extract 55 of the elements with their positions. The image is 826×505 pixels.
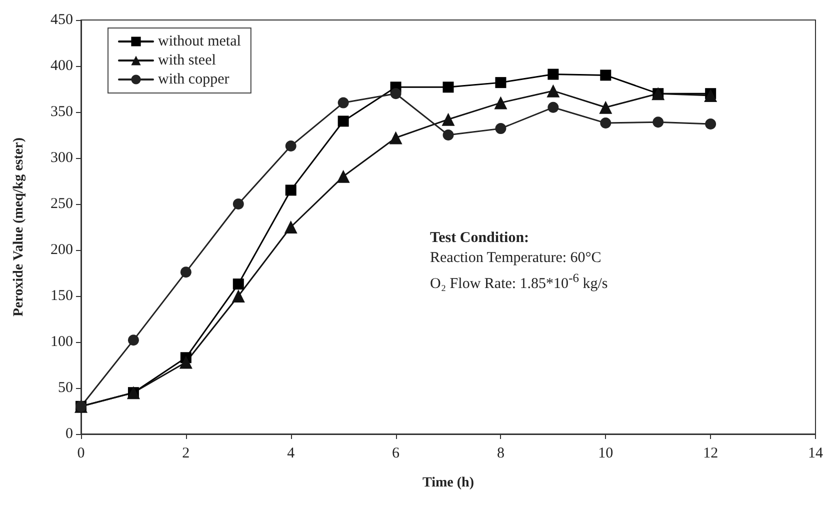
y-tick-label: 300 — [50, 150, 73, 166]
x-tick-label: 4 — [287, 446, 296, 462]
x-tick-label: 12 — [703, 446, 718, 462]
point — [705, 118, 716, 130]
annotation: Reaction Temperature: 60°C — [430, 249, 602, 268]
point — [232, 278, 244, 290]
x-tick-label: 2 — [182, 446, 190, 462]
x-tick-label: 8 — [496, 446, 504, 462]
point — [494, 96, 508, 110]
point — [338, 116, 349, 127]
y-tick-label: 200 — [50, 242, 73, 258]
x-axis-title: Time (h) — [422, 476, 474, 490]
point — [338, 97, 349, 108]
point — [128, 334, 139, 346]
y-tick-label: 450 — [50, 12, 73, 28]
y-tick-label: 250 — [50, 196, 73, 212]
point — [285, 140, 296, 152]
annotation: O₂ Flow Rate: 1.85*10$^{-6}$ kg/s — [430, 270, 608, 294]
x-tick-label: 6 — [392, 446, 400, 462]
legend-label: with steel — [158, 52, 216, 68]
x-tick-label: 0 — [77, 446, 85, 462]
point — [284, 220, 298, 234]
x-tick-label: 14 — [808, 446, 824, 462]
point — [336, 170, 350, 183]
point — [390, 88, 402, 100]
point — [495, 77, 506, 88]
y-axis-title: Peroxide Value (meq/kg ester) — [12, 137, 26, 316]
point — [285, 184, 296, 196]
y-tick-label: 100 — [50, 334, 73, 350]
point — [548, 102, 559, 113]
legend-label: without metal — [158, 34, 241, 50]
point — [442, 112, 455, 126]
point — [180, 266, 192, 278]
point — [600, 118, 612, 129]
point — [704, 88, 718, 102]
y-tick-label: 150 — [50, 288, 73, 304]
point — [495, 123, 506, 134]
point — [546, 84, 560, 98]
annotation: Test Condition: — [430, 229, 530, 248]
legend-label: with copper — [158, 72, 230, 88]
y-tick-label: 400 — [50, 58, 73, 74]
point — [599, 100, 612, 114]
point — [442, 130, 454, 140]
y-tick-label: 50 — [58, 380, 73, 396]
x-tick-label: 10 — [598, 446, 614, 462]
point — [548, 68, 559, 80]
point — [652, 116, 664, 128]
y-tick-label: 350 — [50, 104, 73, 120]
point — [232, 290, 245, 302]
y-tick-label: 0 — [66, 426, 73, 442]
point — [389, 131, 402, 144]
point — [442, 82, 454, 93]
point — [232, 198, 244, 210]
point — [600, 70, 612, 81]
point — [179, 356, 192, 369]
